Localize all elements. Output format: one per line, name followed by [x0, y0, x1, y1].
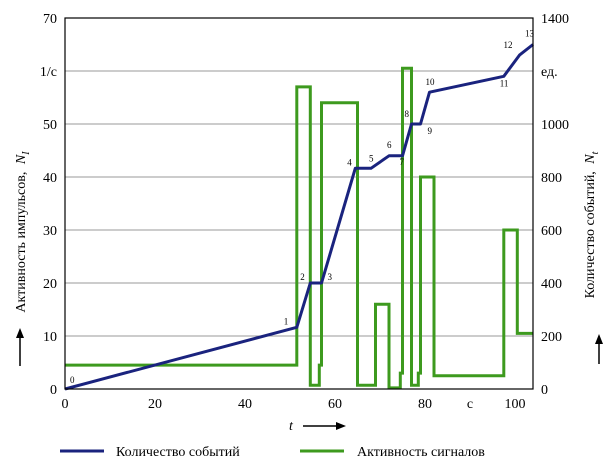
x-tick-label: 0 — [62, 397, 69, 412]
y-right-tick-label: 1400 — [541, 12, 569, 27]
y-right-label-text: Количество событий, — [583, 171, 598, 298]
y-right-tick-label: 600 — [541, 224, 562, 239]
point-label: 6 — [387, 140, 392, 150]
y-right-label-sub: t — [590, 151, 601, 154]
y-right-tick-label: 800 — [541, 171, 562, 186]
point-label: 13 — [525, 29, 535, 39]
svg-text:Активность импульсов, NI: Активность импульсов, NI — [14, 151, 32, 313]
legend-label-signal-activity: Активность сигналов — [357, 445, 485, 460]
y-right-tick-label: 400 — [541, 277, 562, 292]
point-label: 9 — [428, 126, 433, 136]
y-left-label-text: Активность импульсов, — [14, 172, 29, 313]
y-left-tick-label: 1/c — [40, 65, 57, 80]
series-event-count — [64, 43, 534, 391]
y-left-tick-label: 40 — [43, 171, 57, 186]
y-right-tick-label: 0 — [541, 383, 548, 398]
signal-activity-line — [65, 66, 533, 390]
x-tick-label: 20 — [148, 397, 162, 412]
x-unit-tick-label: c — [467, 397, 473, 412]
event-count-line — [64, 43, 534, 391]
point-label: 8 — [405, 109, 410, 119]
series-signal-activity — [65, 66, 533, 390]
grid-lines — [65, 70, 533, 337]
point-label: 1 — [284, 316, 289, 326]
y-left-label-var: N — [14, 154, 29, 165]
y-left-tick-label: 70 — [43, 12, 57, 27]
legend: Количество событий Активность сигналов — [60, 445, 485, 460]
y-right-label: Количество событий, Nt — [583, 151, 601, 298]
y-right-arrow — [595, 334, 603, 364]
y-left-label: Активность импульсов, NI — [14, 151, 32, 313]
y-left-tick-label: 30 — [43, 224, 57, 239]
x-tick-label: 100 — [505, 397, 526, 412]
x-tick-label: 80 — [418, 397, 432, 412]
axis-ticks: 010203040501/c7002004006008001000ед.1400… — [40, 12, 569, 412]
x-tick-label: 60 — [328, 397, 342, 412]
y-right-tick-label: ед. — [541, 65, 558, 80]
point-label: 10 — [426, 77, 436, 87]
point-label: 11 — [500, 78, 509, 88]
y-left-arrow — [16, 328, 24, 366]
point-label: 5 — [369, 153, 374, 163]
point-label: 12 — [504, 40, 513, 50]
legend-label-event-count: Количество событий — [116, 445, 240, 460]
y-left-tick-label: 20 — [43, 277, 57, 292]
x-label: t — [289, 419, 294, 434]
point-label: 7 — [400, 157, 405, 167]
point-label: 0 — [70, 375, 75, 385]
x-tick-label: 40 — [238, 397, 252, 412]
y-right-tick-label: 200 — [541, 330, 562, 345]
y-left-tick-label: 10 — [43, 330, 57, 345]
y-left-label-sub: I — [21, 151, 32, 156]
svg-text:Количество событий, Nt: Количество событий, Nt — [583, 151, 601, 298]
point-label: 3 — [328, 272, 333, 282]
plot-frame — [64, 17, 534, 390]
y-right-tick-label: 1000 — [541, 118, 569, 133]
point-label: 2 — [300, 272, 305, 282]
y-left-tick-label: 50 — [43, 118, 57, 133]
y-left-tick-label: 0 — [50, 383, 57, 398]
y-right-label-var: N — [583, 154, 598, 165]
x-arrow — [303, 422, 346, 430]
point-label: 4 — [347, 157, 352, 167]
